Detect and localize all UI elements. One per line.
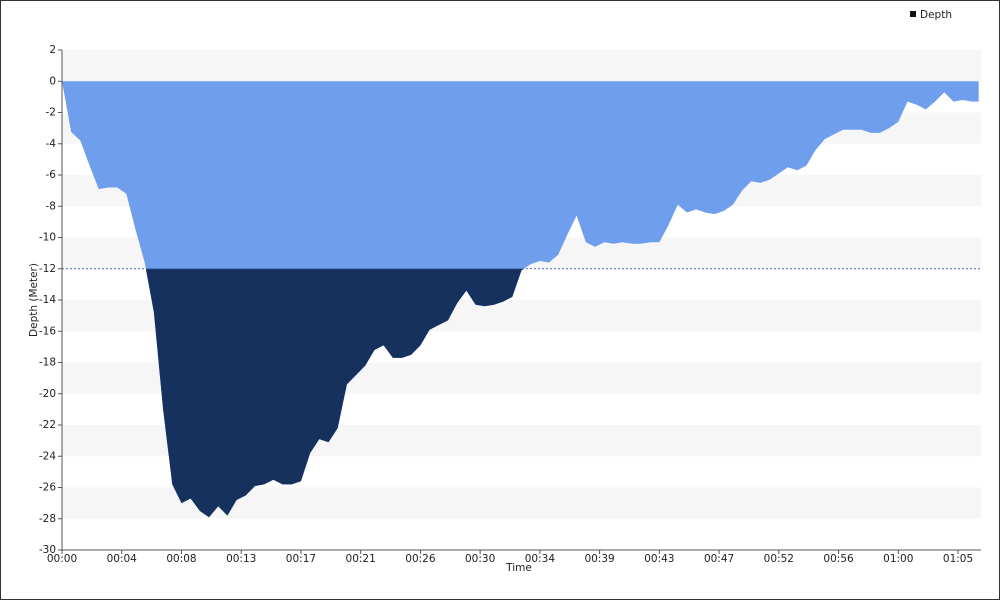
x-tick-label: 00:56	[823, 553, 854, 565]
x-tick-label: 00:17	[286, 553, 316, 565]
x-tick-label: 01:05	[943, 553, 973, 565]
y-tick-label: -10	[39, 232, 56, 244]
x-tick-label: 00:34	[525, 553, 556, 565]
y-tick-label: -8	[46, 200, 56, 212]
y-tick-label: -26	[39, 482, 56, 494]
x-tick-label: 00:08	[166, 553, 196, 565]
x-axis-label: Time	[505, 562, 532, 574]
y-axis-label: Depth (Meter)	[28, 263, 40, 337]
legend-swatch	[910, 11, 916, 17]
grid-band	[62, 50, 981, 82]
x-tick-label: 00:52	[764, 553, 794, 565]
y-tick-label: -14	[39, 294, 56, 306]
y-tick-label: -16	[39, 325, 56, 337]
x-tick-label: 00:21	[346, 553, 376, 565]
area-below-threshold	[145, 268, 524, 518]
y-tick-label: -22	[39, 419, 56, 431]
x-tick-label: 00:30	[465, 553, 495, 565]
y-tick-label: -30	[39, 544, 56, 556]
legend-label: Depth	[920, 9, 952, 21]
x-tick-label: 00:47	[704, 553, 734, 565]
y-tick-label: -28	[39, 513, 56, 525]
y-tick-label: -24	[39, 450, 56, 462]
plot	[62, 81, 981, 518]
x-tick-label: 00:04	[107, 553, 138, 565]
y-tick-label: -6	[46, 169, 57, 181]
y-tick-label: -18	[39, 357, 56, 369]
y-tick-label: -2	[46, 107, 56, 119]
y-tick-label: -20	[39, 388, 56, 400]
y-tick-label: -4	[46, 138, 57, 150]
y-tick-label: 0	[49, 75, 56, 87]
x-tick-label: 00:00	[47, 553, 77, 565]
y-tick-label: 2	[49, 44, 56, 56]
x-tick-label: 00:43	[644, 553, 674, 565]
x-tick-label: 00:39	[584, 553, 614, 565]
y-tick-label: -12	[39, 263, 56, 275]
x-tick-label: 01:00	[883, 553, 913, 565]
x-tick-label: 00:13	[226, 553, 256, 565]
x-tick-label: 00:26	[405, 553, 436, 565]
